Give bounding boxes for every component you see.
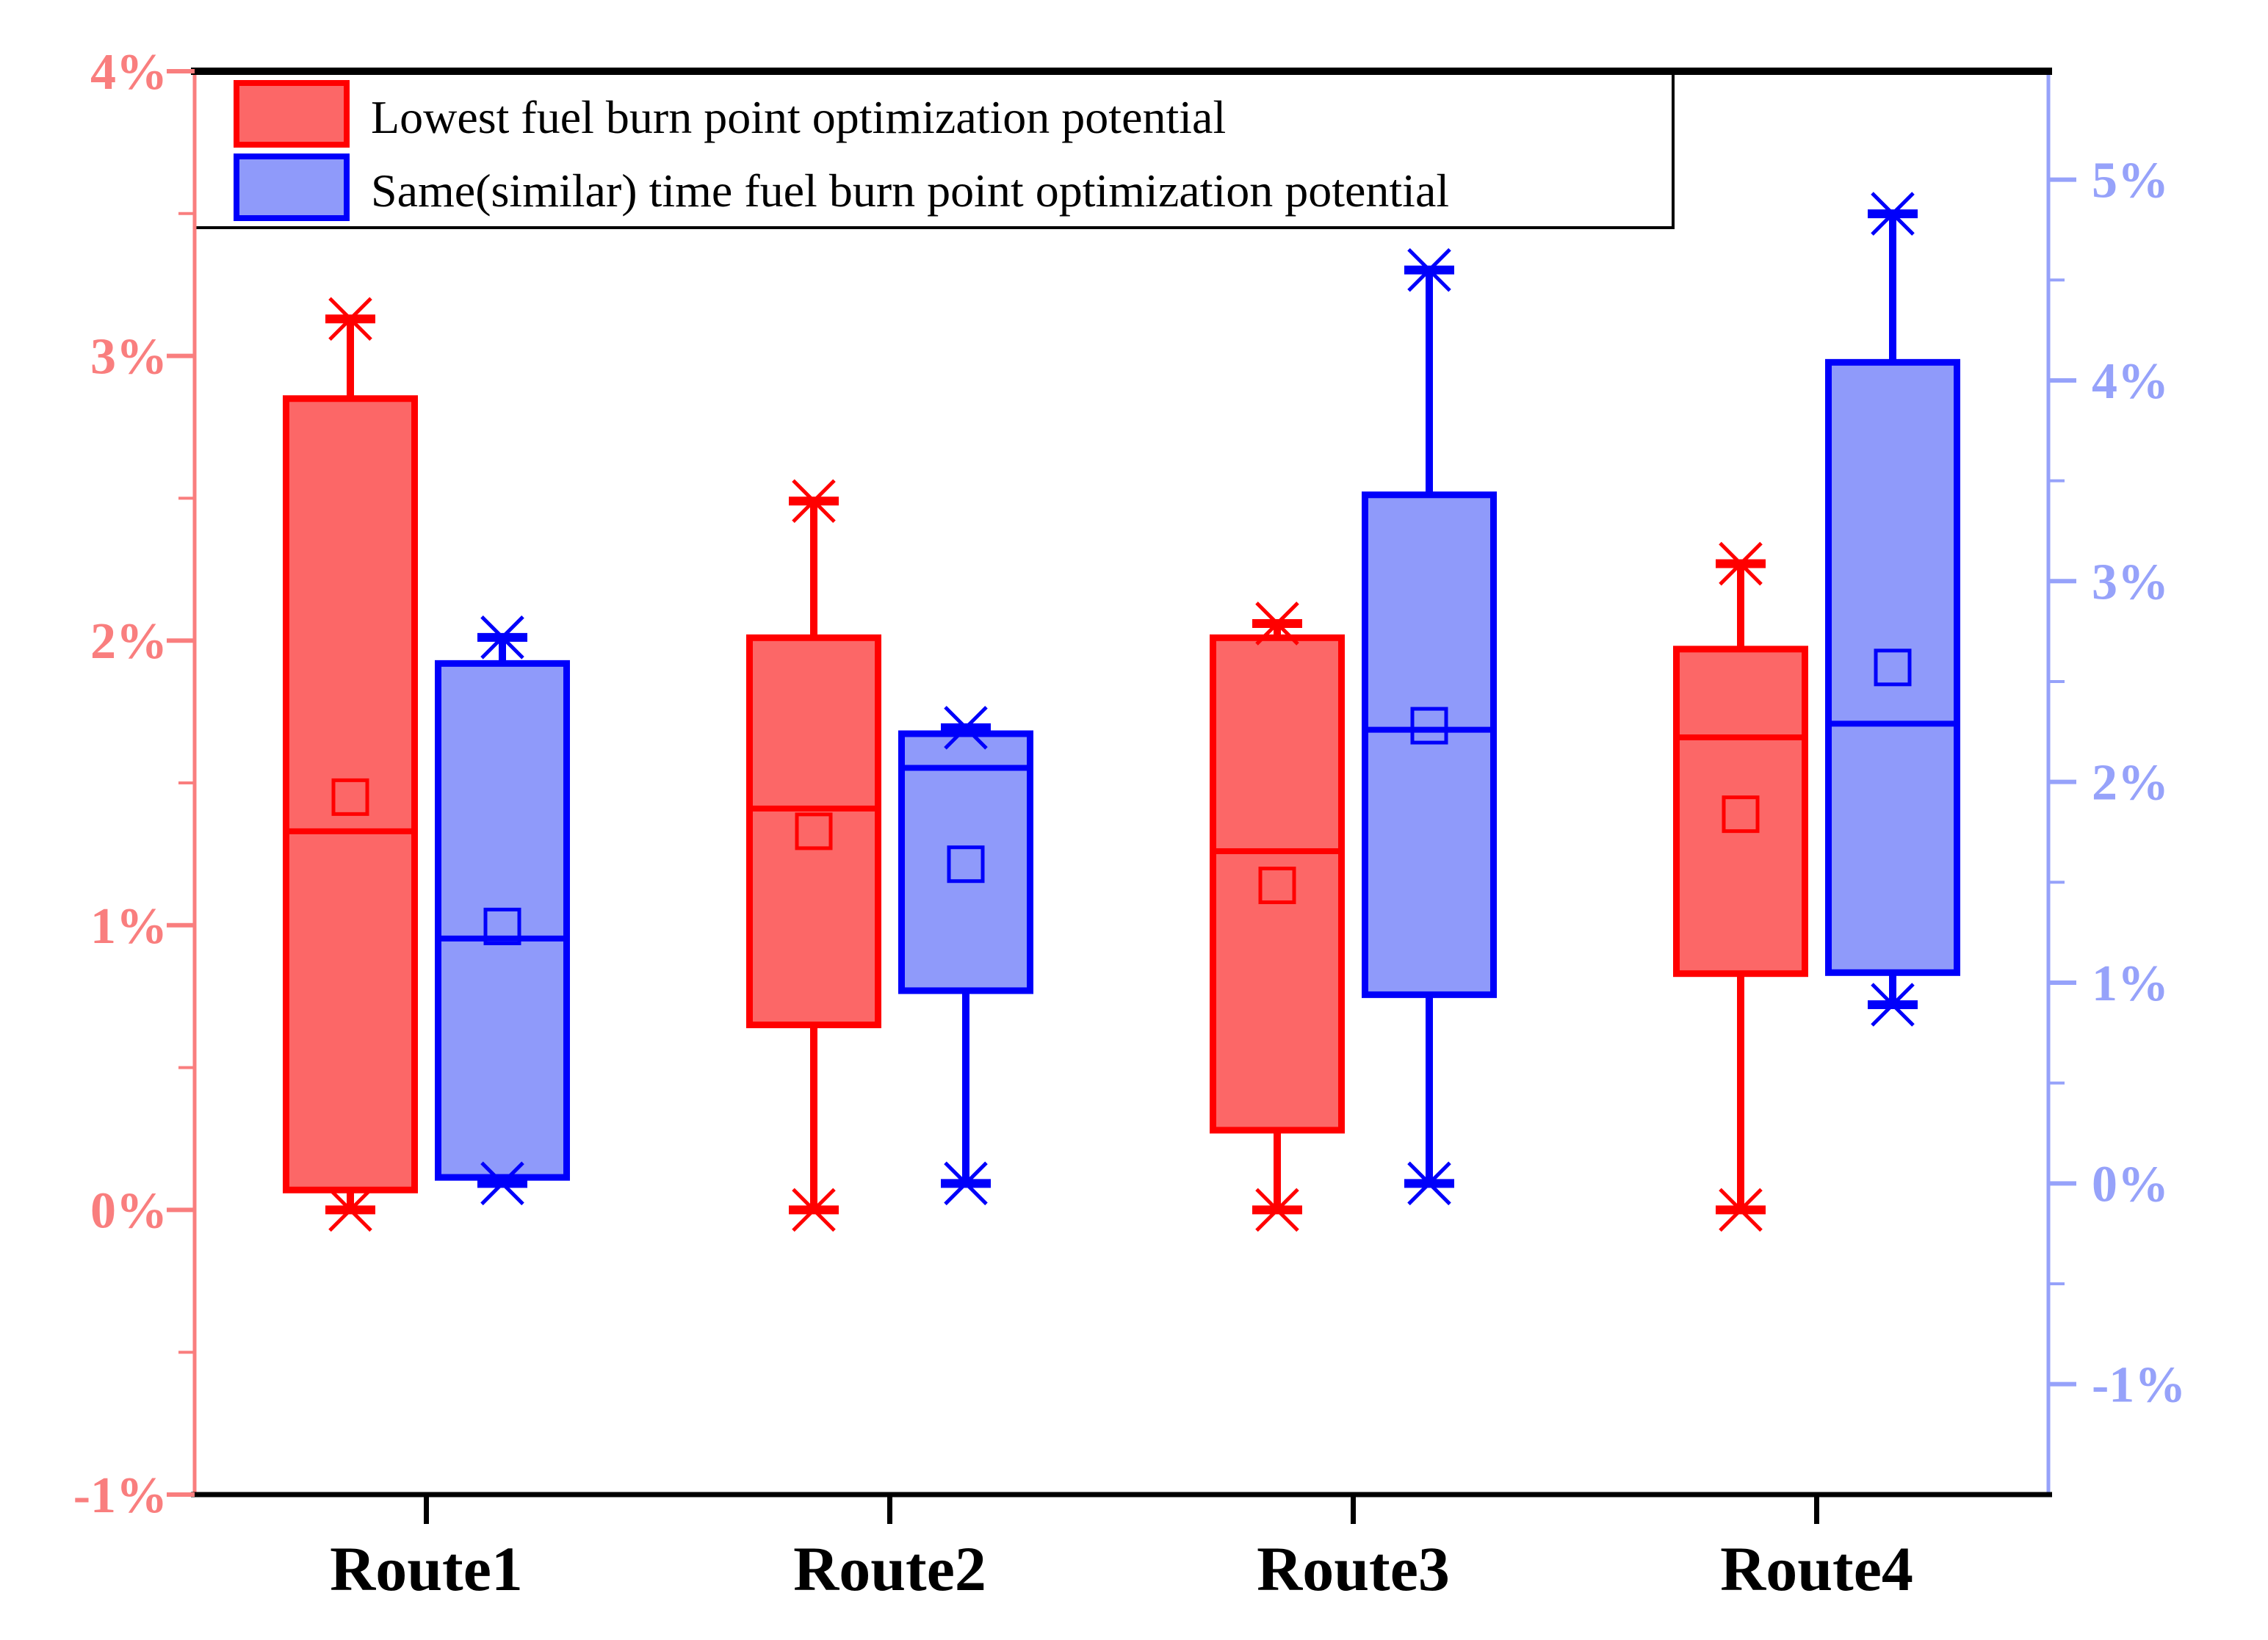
left-axis-tick-label: 0% (90, 1182, 167, 1239)
series-red-route2-max-star-marker (792, 479, 836, 524)
series-red-route4-min-star-marker (1719, 1188, 1763, 1232)
right-axis-tick-label: 3% (2092, 554, 2169, 610)
series-red-route1-max-star-marker (328, 297, 372, 341)
series-blue-route3-box (1362, 491, 1497, 998)
right-axis-tick-label: 1% (2092, 956, 2169, 1012)
legend-swatch-red (234, 80, 350, 148)
series-blue-route4-box (1825, 358, 1960, 976)
left-axis-tick-label: -1% (73, 1467, 167, 1524)
left-axis-tick-label: 3% (90, 329, 167, 386)
series-red-route1-min-star-marker (328, 1188, 372, 1232)
series-red-route1-box (283, 395, 418, 1193)
series-blue-route4-max-star-marker (1871, 192, 1915, 236)
right-axis-tick-label: 5% (2092, 153, 2169, 209)
left-axis-tick-label: 2% (90, 613, 167, 670)
series-red-route1-mean-marker (331, 778, 369, 816)
series-red-route3-max-star-marker (1255, 602, 1299, 646)
series-blue-route2-mean-marker (947, 845, 985, 884)
x-axis-category-label: Route4 (1720, 1534, 1913, 1604)
series-red-route3-box (1210, 634, 1345, 1134)
series-blue-route1-min-star-marker (480, 1161, 524, 1206)
x-axis-category-label: Route2 (793, 1534, 986, 1604)
x-axis-category-label: Route1 (330, 1534, 523, 1604)
series-blue-route3-mean-marker (1410, 707, 1448, 745)
series-blue-route1-box (435, 660, 570, 1181)
series-red-route3-mean-marker (1258, 867, 1296, 905)
series-blue-route3-min-star-marker (1407, 1161, 1451, 1206)
right-axis-tick-label: 2% (2092, 755, 2169, 812)
series-blue-route2-min-star-marker (944, 1161, 988, 1206)
series-blue-route4-min-star-marker (1871, 983, 1915, 1027)
series-blue-route1-mean-marker (483, 907, 521, 945)
right-axis-tick-label: -1% (2092, 1357, 2186, 1414)
left-axis-tick-label: 1% (90, 898, 167, 955)
left-axis-tick-label: 4% (90, 44, 167, 101)
series-blue-route4-mean-marker (1874, 649, 1912, 687)
x-axis-category-label: Route3 (1257, 1534, 1450, 1604)
legend-label-red: Lowest fuel burn point optimization pote… (371, 91, 1226, 143)
series-red-route2-box (746, 634, 881, 1028)
series-red-route4-box (1673, 646, 1808, 978)
series-red-route4-mean-marker (1722, 795, 1760, 834)
series-red-route3-min-star-marker (1255, 1188, 1299, 1232)
series-blue-route3-max-star-marker (1407, 248, 1451, 292)
series-blue-route2-box (898, 730, 1033, 994)
series-red-route2-mean-marker (795, 812, 833, 850)
legend-label-blue: Same(similar) time fuel burn point optim… (371, 165, 1449, 217)
series-blue-route1-max-star-marker (480, 615, 524, 660)
series-blue-route2-max-star-marker (944, 706, 988, 750)
series-red-route4-max-star-marker (1719, 541, 1763, 586)
right-axis-tick-label: 4% (2092, 353, 2169, 410)
series-red-route2-min-star-marker (792, 1188, 836, 1232)
legend-swatch-blue (234, 153, 350, 221)
right-axis-tick-label: 0% (2092, 1156, 2169, 1213)
legend-box (193, 71, 1675, 229)
